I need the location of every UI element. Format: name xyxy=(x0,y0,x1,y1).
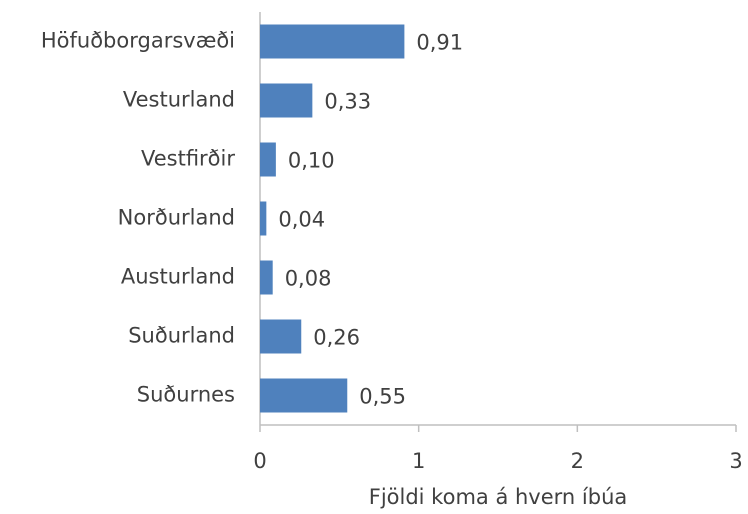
data-label: 0,91 xyxy=(416,31,463,55)
data-label: 0,55 xyxy=(359,385,406,409)
data-label: 0,33 xyxy=(324,90,371,114)
bar xyxy=(260,378,348,413)
bar xyxy=(260,83,313,118)
bar xyxy=(260,24,405,59)
bar xyxy=(260,260,273,295)
y-tick-label: Höfuðborgarsvæði xyxy=(41,29,235,53)
x-tick-label: 2 xyxy=(571,449,584,473)
x-tick-label: 3 xyxy=(729,449,742,473)
data-label: 0,04 xyxy=(278,208,325,232)
y-tick-label: Vesturland xyxy=(123,88,235,112)
x-tick-label: 1 xyxy=(412,449,425,473)
y-tick-label: Austurland xyxy=(121,265,235,289)
bar xyxy=(260,201,267,236)
x-axis-label: Fjöldi koma á hvern íbúa xyxy=(369,485,628,509)
x-tick-label: 0 xyxy=(253,449,266,473)
y-tick-label: Suðurnes xyxy=(137,383,235,407)
y-tick-label: Suðurland xyxy=(128,324,235,348)
data-label: 0,26 xyxy=(313,326,360,350)
data-label: 0,08 xyxy=(285,267,332,291)
y-tick-label: Norðurland xyxy=(118,206,235,230)
data-label: 0,10 xyxy=(288,149,335,173)
y-tick-label: Vestfirðir xyxy=(141,147,235,171)
bar xyxy=(260,142,276,177)
bar xyxy=(260,319,302,354)
